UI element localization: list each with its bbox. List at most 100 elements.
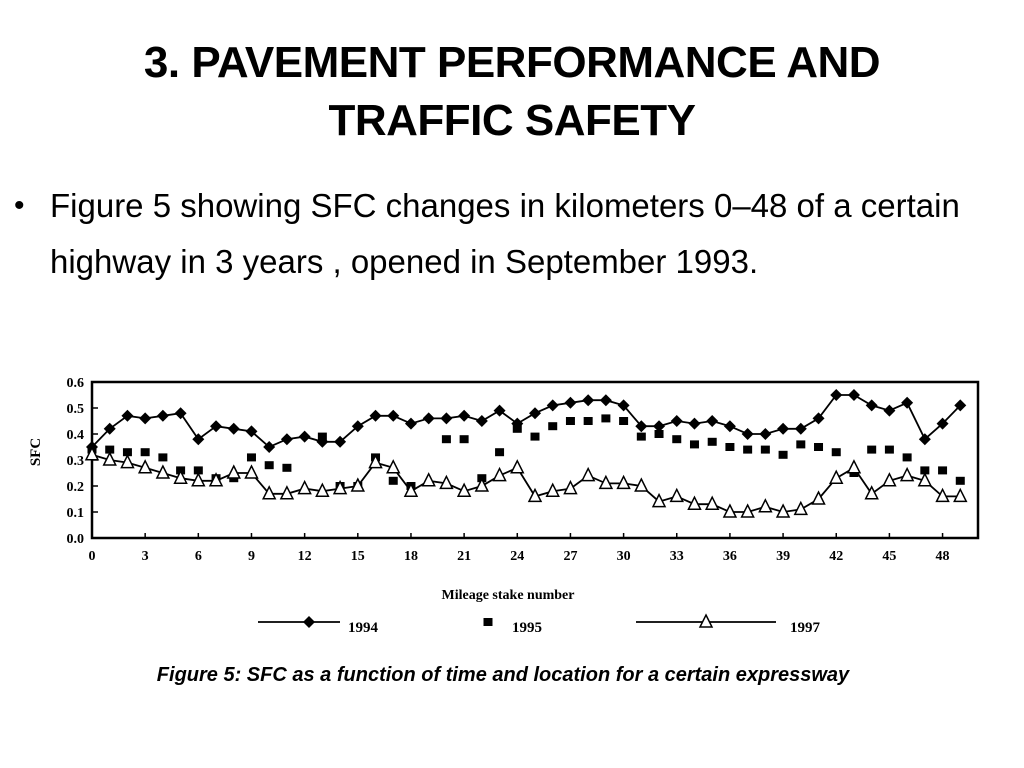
- data-point-square: [689, 440, 699, 449]
- data-point-square: [760, 445, 770, 454]
- data-point-diamond: [865, 399, 878, 412]
- x-tick-label: 27: [563, 549, 577, 564]
- data-point-triangle: [456, 482, 472, 497]
- data-point-square: [902, 453, 912, 462]
- data-point-triangle: [244, 464, 259, 479]
- data-point-square: [530, 432, 540, 441]
- data-point-square: [619, 417, 629, 425]
- data-point-triangle: [687, 495, 702, 510]
- data-point-diamond: [422, 412, 435, 425]
- x-tick-label: 3: [142, 549, 149, 564]
- data-point-triangle: [120, 453, 135, 469]
- data-point-triangle: [297, 479, 312, 495]
- legend: 1994 1995 1997: [258, 613, 821, 636]
- data-point-triangle: [811, 490, 826, 505]
- data-point-square: [583, 417, 593, 425]
- y-tick-label: 0.6: [67, 376, 85, 391]
- x-tick-label: 33: [670, 549, 684, 564]
- data-point-triangle: [261, 485, 277, 500]
- data-point-triangle: [510, 459, 525, 474]
- data-point-square: [105, 445, 115, 454]
- slide-title: 3. PAVEMENT PERFORMANCE AND TRAFFIC SAFE…: [143, 38, 881, 145]
- data-point-square: [282, 463, 292, 472]
- data-point-square: [193, 466, 203, 475]
- data-point-square: [565, 417, 575, 425]
- data-point-square: [122, 448, 132, 457]
- data-point-square: [388, 476, 398, 485]
- data-point-square: [920, 466, 930, 475]
- plot-frame: [90, 380, 980, 540]
- x-tick-label: 24: [510, 549, 524, 564]
- data-point-triangle: [953, 487, 968, 503]
- data-point-diamond: [794, 422, 807, 435]
- bullet-dot: •: [14, 189, 25, 222]
- data-point-triangle: [208, 472, 224, 487]
- data-point-square: [778, 450, 788, 459]
- data-point-diamond: [723, 420, 736, 433]
- data-point-triangle: [545, 482, 560, 497]
- data-point-diamond: [564, 396, 577, 409]
- data-point-triangle: [137, 459, 153, 474]
- data-point-diamond: [139, 412, 152, 425]
- x-tick-label: 18: [404, 549, 418, 564]
- legend-item-1997: 1997: [636, 613, 821, 636]
- data-point-square: [814, 443, 824, 451]
- data-point-square: [725, 443, 735, 451]
- data-point-diamond: [458, 409, 471, 422]
- data-point-diamond: [529, 407, 541, 420]
- data-point-diamond: [635, 420, 648, 433]
- data-point-square: [441, 435, 451, 444]
- data-point-diamond: [546, 399, 559, 412]
- x-tick-label: 42: [829, 549, 843, 564]
- data-point-triangle: [386, 459, 401, 474]
- data-point-triangle: [332, 479, 348, 495]
- data-point-square: [831, 448, 841, 457]
- legend-label: 1995: [512, 620, 542, 636]
- data-point-diamond: [440, 412, 453, 425]
- data-point-triangle: [829, 469, 844, 484]
- y-tick-label: 0.5: [67, 402, 85, 417]
- data-point-diamond: [936, 417, 949, 430]
- x-tick-label: 6: [195, 549, 202, 564]
- data-point-triangle: [651, 492, 667, 508]
- x-tick-label: 36: [723, 549, 737, 564]
- plot-border: [90, 380, 980, 540]
- data-point-diamond: [475, 415, 488, 427]
- data-point-triangle: [527, 487, 543, 503]
- data-point-triangle: [492, 466, 507, 482]
- data-point-triangle: [634, 477, 649, 492]
- legend-label: 1997: [790, 620, 821, 636]
- data-point-diamond: [777, 422, 790, 435]
- data-point-triangle: [704, 495, 720, 510]
- y-tick-label: 0.3: [67, 454, 85, 469]
- data-point-diamond: [298, 430, 311, 443]
- data-point-triangle: [580, 466, 596, 482]
- data-point-triangle: [598, 474, 614, 490]
- data-point-diamond: [759, 428, 772, 440]
- data-point-triangle: [226, 464, 241, 479]
- x-axis: 0 3 6 9 12 15 18 21 24 27 30 33 36 39 42 45 48: [89, 533, 950, 564]
- data-point-triangle: [935, 487, 950, 503]
- data-point-triangle: [102, 451, 117, 466]
- x-tick-label: 39: [776, 549, 790, 564]
- data-point-diamond: [227, 422, 240, 435]
- data-point-triangle: [368, 453, 383, 469]
- data-point-diamond: [245, 425, 258, 438]
- y-axis: 0.0 0.1 0.2 0.3 0.4 0.5 0.6: [67, 376, 98, 547]
- data-point-square: [495, 448, 505, 457]
- data-point-square: [459, 435, 469, 444]
- data-point-triangle: [421, 472, 436, 487]
- data-point-triangle: [155, 464, 171, 479]
- data-point-diamond: [582, 394, 595, 407]
- x-tick-label: 30: [617, 549, 631, 564]
- data-point-triangle: [864, 485, 879, 500]
- legend-label: 1994: [348, 620, 379, 636]
- data-point-triangle: [563, 479, 578, 495]
- data-point-diamond: [156, 409, 169, 422]
- data-point-diamond: [599, 394, 612, 407]
- data-point-square: [743, 445, 753, 454]
- data-point-triangle: [173, 469, 188, 484]
- data-point-diamond: [316, 435, 329, 448]
- data-point-diamond: [303, 616, 315, 628]
- y-tick-label: 0.0: [67, 532, 85, 547]
